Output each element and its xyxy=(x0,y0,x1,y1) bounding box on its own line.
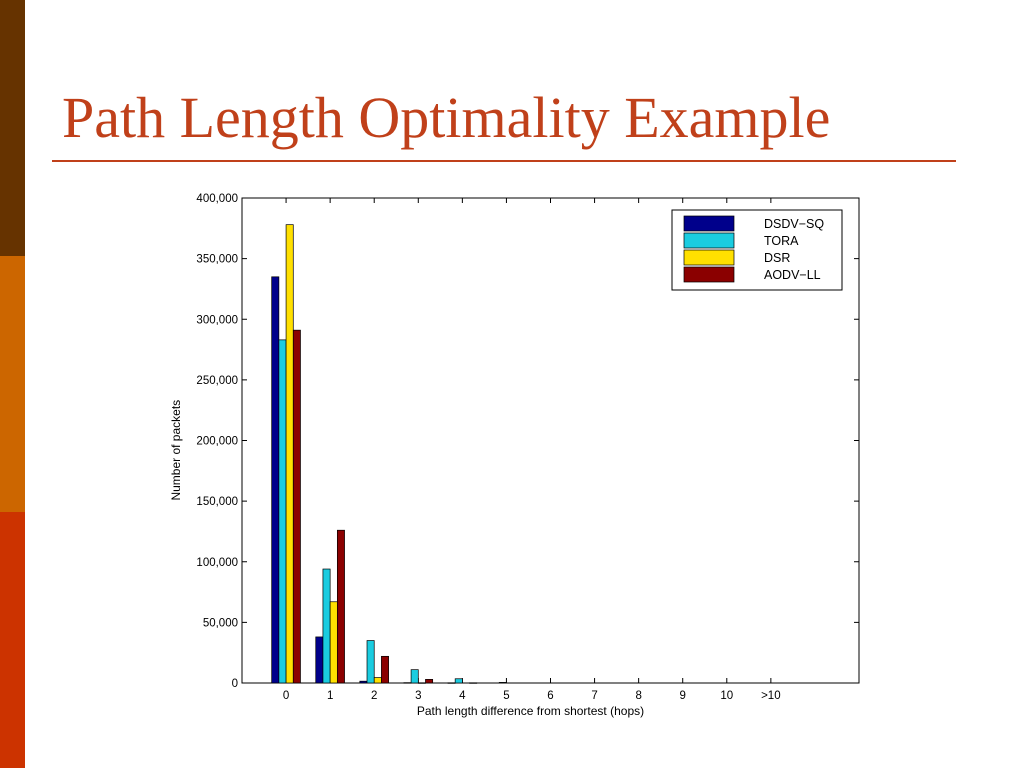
bar xyxy=(447,682,456,684)
bar xyxy=(329,601,338,684)
bar xyxy=(498,682,507,684)
y-tick-label: 200,000 xyxy=(196,436,238,448)
x-tick-label: 0 xyxy=(283,690,289,702)
x-tick-label: >10 xyxy=(761,690,781,702)
x-axis-label: Path length difference from shortest (ho… xyxy=(417,704,644,718)
title-underline xyxy=(52,160,956,162)
y-tick-label: 150,000 xyxy=(196,496,238,508)
bar xyxy=(359,680,368,684)
x-tick-label: 2 xyxy=(371,690,377,702)
x-tick-label: 6 xyxy=(547,690,553,702)
bar xyxy=(469,682,478,684)
bar xyxy=(454,678,463,684)
legend-label: TORA xyxy=(764,234,799,248)
bar xyxy=(271,276,280,684)
legend-label: AODV−LL xyxy=(764,268,821,282)
y-tick-label: 300,000 xyxy=(196,314,238,326)
bar xyxy=(278,339,287,684)
x-tick-label: 3 xyxy=(415,690,421,702)
bar xyxy=(285,224,294,684)
x-tick-label: 8 xyxy=(635,690,641,702)
legend-swatch xyxy=(683,215,735,232)
bar xyxy=(425,679,434,684)
legend-label: DSR xyxy=(764,251,790,265)
bar-chart: 0 50,000 100,000 150,000 200,000 250,000 300,0… xyxy=(169,193,860,718)
bar xyxy=(403,682,412,684)
legend-swatch xyxy=(683,249,735,266)
y-tick-label: 50,000 xyxy=(203,617,238,629)
legend-label: DSDV−SQ xyxy=(764,217,824,231)
y-tick-label: 250,000 xyxy=(196,375,238,387)
x-tick-label: 4 xyxy=(459,690,466,702)
bar xyxy=(373,677,382,684)
x-tick-label: 10 xyxy=(720,690,733,702)
x-tick-label: 7 xyxy=(591,690,597,702)
x-tick-label: 1 xyxy=(327,690,333,702)
accent-stripe-bottom xyxy=(0,512,25,768)
legend-swatch xyxy=(683,232,735,249)
accent-stripe-top xyxy=(0,0,25,256)
bar xyxy=(366,640,375,684)
bar xyxy=(336,529,345,684)
bar xyxy=(381,655,389,684)
x-tick-label: 9 xyxy=(680,690,686,702)
y-tick-label: 0 xyxy=(232,678,238,690)
bar xyxy=(322,568,331,684)
y-tick-label: 400,000 xyxy=(196,193,238,205)
bar xyxy=(410,669,419,684)
bar xyxy=(292,329,301,684)
x-tick-label: 5 xyxy=(503,690,509,702)
y-tick-label: 100,000 xyxy=(196,557,238,569)
bar xyxy=(417,682,426,684)
legend-swatch xyxy=(683,266,735,283)
y-tick-label: 350,000 xyxy=(196,254,238,266)
accent-stripe-middle xyxy=(0,256,25,512)
slide-title: Path Length Optimality Example xyxy=(62,85,831,150)
y-axis-label: Number of packets xyxy=(169,400,183,501)
bar xyxy=(315,636,324,684)
